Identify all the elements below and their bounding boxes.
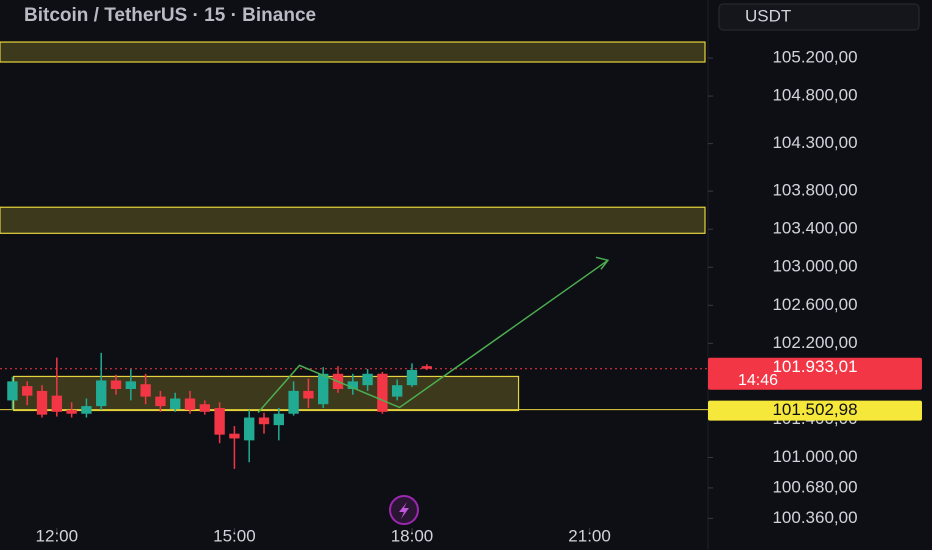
candle-body [22, 386, 33, 396]
y-tick-label: 100.680,00 [772, 477, 857, 496]
candle-body [96, 380, 107, 407]
currency-button[interactable] [718, 3, 920, 31]
level-tag [708, 400, 922, 421]
level-label: 101.502,98 [772, 400, 857, 419]
currency-label[interactable]: USDT [745, 6, 791, 25]
candle-body [184, 398, 196, 410]
candle-body [347, 381, 358, 389]
x-tick-label: 12:00 [36, 526, 79, 545]
zone [0, 41, 706, 63]
x-tick-label: 18:00 [391, 526, 434, 545]
y-tick-label: 102.200,00 [772, 333, 857, 352]
candle-body [392, 385, 403, 397]
candle-body [288, 390, 299, 414]
candle-body [170, 398, 181, 409]
y-tick-label: 103.000,00 [772, 257, 857, 276]
projection-line [257, 259, 609, 413]
candle-body [244, 417, 255, 441]
lightning-icon[interactable] [389, 495, 419, 525]
candle-body [362, 373, 373, 386]
candle-body [406, 369, 418, 386]
plot-area [0, 41, 708, 469]
candle-body [81, 406, 92, 414]
candle-body [125, 381, 136, 389]
candle-body [110, 380, 122, 389]
y-tick-label: 100.360,00 [772, 508, 857, 527]
zone [13, 375, 520, 412]
candle-body [199, 404, 210, 412]
last-price-tag [708, 357, 922, 390]
candle-body [7, 381, 18, 401]
y-tick-label: 104.800,00 [772, 86, 857, 105]
candle-body [421, 366, 432, 369]
candle-body [140, 384, 151, 397]
last-price-label: 101.933,01 [772, 357, 857, 376]
candle-body [377, 373, 388, 412]
countdown-label: 14:46 [738, 372, 778, 389]
projection-arrowhead [595, 256, 610, 270]
candle-body [214, 408, 225, 435]
candle-body [229, 433, 240, 439]
candle-body [36, 390, 48, 415]
candle-body [273, 413, 284, 426]
y-tick-label: 105.200,00 [772, 48, 857, 67]
candle-body [155, 396, 166, 407]
x-tick-label: 21:00 [568, 526, 611, 545]
y-tick-label: 103.800,00 [772, 181, 857, 200]
y-tick-label: 102.600,00 [772, 295, 857, 314]
candle-body [318, 373, 329, 405]
chart-title: Bitcoin / TetherUS · 15 · Binance [24, 5, 316, 26]
candle-body [66, 409, 77, 414]
candle-body [258, 417, 270, 425]
zone [0, 206, 706, 234]
candle-body [51, 395, 63, 412]
y-tick-label: 104.300,00 [772, 133, 857, 152]
y-tick-label: 103.400,00 [772, 219, 857, 238]
y-tick-label: 101.000,00 [772, 447, 857, 466]
candle-body [303, 390, 314, 399]
x-tick-label: 15:00 [213, 526, 256, 545]
